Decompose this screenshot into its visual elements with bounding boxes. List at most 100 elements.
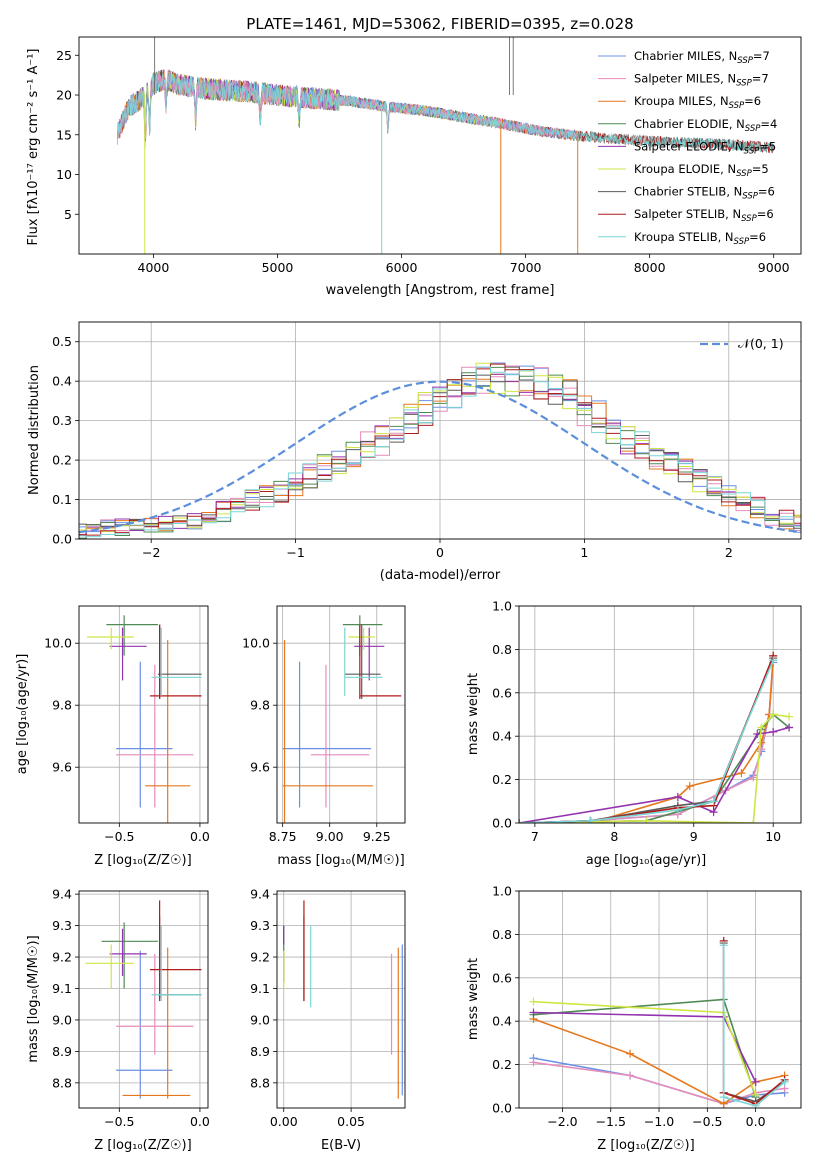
mass_vs_ebv-ytick-label: 9.1 (250, 981, 270, 996)
hist-frame (78, 321, 802, 540)
legend-entry: Kroupa STELIB, NSSP=6 (634, 230, 766, 247)
legend-entry: Chabrier STELIB, NSSP=6 (634, 185, 775, 202)
spectrum-xtick-label: 5000 (262, 260, 294, 275)
age_vs_Z-ytick-label: 10.0 (44, 636, 72, 651)
age_vs_mass-xtick-label: 9.25 (363, 829, 391, 844)
mass_weight_vs_age-xtick-label: 8 (610, 829, 618, 844)
mass_vs_ebv-plot (283, 900, 403, 1099)
mass-weight-marker (709, 797, 718, 806)
mass_vs_ebv-frame (276, 890, 406, 1109)
normal-curve (79, 380, 801, 534)
mass_weight_vs_Z-xtick-label: 0.0 (746, 1114, 766, 1129)
mass_weight_vs_age-ytick-label: 0.2 (492, 772, 512, 787)
mass_vs_ebv-ytick-label: 9.4 (250, 887, 270, 902)
age_vs_mass-xtick-label: 8.75 (269, 829, 297, 844)
mass_weight_vs_Z-ytick-label: 0.2 (492, 1057, 512, 1072)
mass-weight-line (519, 660, 774, 823)
residual_histogram-xtick-label: 0 (436, 545, 444, 560)
mass-weight-marker (749, 819, 758, 823)
mass_vs_Z-plot (85, 900, 202, 1099)
mass_weight_vs_Z-ytick-label: 1.0 (492, 884, 512, 899)
mass_weight_vs_age-xtick-label: 9 (690, 829, 698, 844)
mass-weight-marker (785, 723, 794, 732)
age_vs_Z-ytick-label: 9.8 (52, 698, 72, 713)
mass_weight_vs_age-xtick-label: 10 (765, 829, 781, 844)
hist-xlabel: (data-model)/error (380, 568, 501, 583)
mass_vs_Z-ytick-label: 9.0 (52, 1012, 72, 1027)
mass_vs_Z-ytick-label: 9.1 (52, 981, 72, 996)
mass-weight-marker (685, 782, 694, 791)
spectrum-line-kroupa-stelib (117, 71, 774, 153)
mass-weight-marker (529, 1058, 538, 1067)
mass_vs_Z-ytick-label: 9.2 (52, 950, 72, 965)
mass-weight-marker (780, 1077, 789, 1086)
age_vs_mass-axes: 8.75 9.00 9.25 9.6 9.8 10.0 (242, 606, 405, 844)
mass_weight_vs_age-ytick-label: 0.8 (492, 642, 512, 657)
mass-weight-marker (769, 656, 778, 665)
mass-weight-marker (673, 792, 682, 801)
mass-z-ylabel: mass [log₁₀(M/M☉)] (26, 935, 41, 1062)
mw-age-ylabel: mass weight (466, 673, 481, 755)
mass-weight-line (519, 713, 790, 823)
hist-step-salpeter-elodie (79, 366, 801, 536)
mass_weight_vs_Z-xtick-label: −1.5 (596, 1114, 626, 1129)
mass-z-xlabel: Z [log₁₀(Z/Z☉)] (94, 1138, 191, 1153)
age-z-xlabel: Z [log₁₀(Z/Z☉)] (94, 853, 191, 868)
spectrum-legend: Chabrier MILES, NSSP=7 Salpeter MILES, NS… (598, 49, 777, 247)
age_vs_mass-ytick-label: 10.0 (242, 636, 270, 651)
legend-entry: Salpeter STELIB, NSSP=6 (634, 207, 774, 224)
mass_weight_vs_Z-axes: −2.0 −1.5 −1.0 −0.5 0.0 0.0 0.2 0.4 0.6 0.8 1.0 (492, 884, 801, 1129)
mass-weight-marker (626, 1049, 635, 1058)
mass-weight-marker (749, 773, 758, 782)
spectrum-xlabel: wavelength [Angstrom, rest frame] (326, 283, 555, 298)
age_vs_mass-frame (276, 605, 406, 824)
mass-weight-marker (529, 1008, 538, 1017)
mass-weight-line (519, 659, 774, 823)
mass_weight_vs_age-ytick-label: 0.0 (492, 816, 512, 831)
mass_vs_ebv-ytick-label: 8.8 (250, 1075, 270, 1090)
mass-ebv-xlabel: E(B-V) (321, 1138, 361, 1153)
mass-weight-marker (586, 816, 595, 823)
mass-weight-marker (769, 727, 778, 736)
figure-title: PLATE=1461, MJD=53062, FIBERID=0395, z=0… (246, 15, 633, 33)
mass-weight-line (519, 713, 790, 823)
hist-step-kroupa-stelib (79, 366, 801, 538)
age_vs_mass-xtick-label: 9.00 (316, 829, 344, 844)
mass_vs_ebv-xtick-label: 0.05 (337, 1114, 365, 1129)
mass-weight-line (519, 726, 790, 823)
mass_vs_Z-ytick-label: 8.8 (52, 1075, 72, 1090)
legend-entry: Kroupa MILES, NSSP=6 (634, 94, 761, 111)
legend-entry: Chabrier ELODIE, NSSP=4 (634, 117, 777, 134)
mass_weight_vs_age-frame (518, 605, 802, 824)
legend-entry: Salpeter ELODIE, NSSP=5 (634, 139, 776, 156)
mass_weight_vs_age-ytick-label: 0.4 (492, 729, 512, 744)
spectrum-ytick-label: 10 (56, 167, 72, 182)
mass_vs_ebv-ytick-label: 8.9 (250, 1044, 270, 1059)
age_vs_mass-plot (282, 615, 402, 823)
mass-weight-line (722, 945, 786, 1107)
mass-weight-line (519, 655, 774, 823)
mass_weight_vs_age-plot (519, 651, 794, 823)
residual_histogram-xtick-label: 2 (725, 545, 733, 560)
residual_histogram-plot (79, 362, 801, 539)
residual_histogram-ytick-label: 0.3 (52, 413, 72, 428)
mass-weight-marker (529, 997, 538, 1006)
spectrum-xtick-label: 7000 (510, 260, 542, 275)
spectrum-plot (117, 37, 774, 254)
mass-weight-marker (642, 816, 651, 823)
mass-weight-marker (719, 1093, 728, 1102)
mass_weight_vs_Z-ytick-label: 0.6 (492, 970, 512, 985)
mass_weight_vs_Z-ytick-label: 0.8 (492, 927, 512, 942)
spectrum-ylabel: Flux [fλ10⁻¹⁷ erg cm⁻² s⁻¹ A⁻¹] (26, 49, 41, 246)
hist-step-kroupa-elodie (79, 362, 801, 533)
mass_weight_vs_age-xtick-label: 7 (531, 829, 539, 844)
age_vs_mass-ytick-label: 9.8 (250, 698, 270, 713)
mass-weight-marker (673, 805, 682, 814)
spectrum-axes: 4000 5000 6000 7000 8000 9000 5 10 15 20 25 (56, 48, 790, 275)
residual_histogram-xtick-label: −1 (286, 545, 304, 560)
mass_vs_Z-ytick-label: 9.3 (52, 918, 72, 933)
hist-step-salpeter-miles (79, 365, 801, 539)
mass_vs_ebv-ytick-label: 9.0 (250, 1012, 270, 1027)
normal-legend-label: 𝒩(0, 1) (738, 336, 784, 351)
